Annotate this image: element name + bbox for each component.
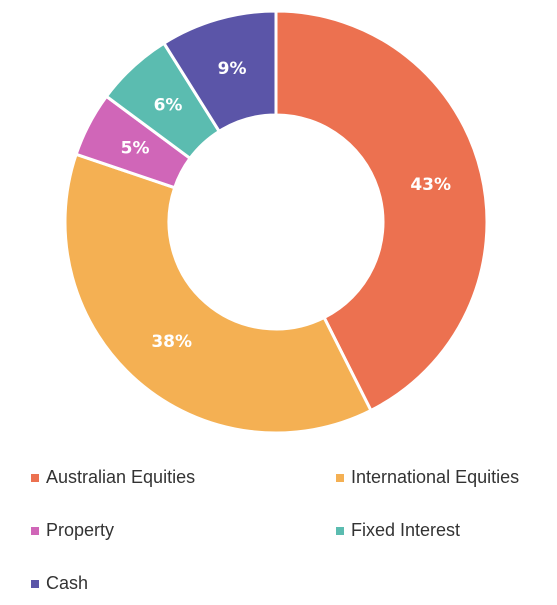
legend-label: International Equities bbox=[351, 467, 519, 487]
data-label: 6% bbox=[154, 95, 183, 115]
donut-segment bbox=[161, 9, 278, 134]
data-label: 9% bbox=[218, 59, 247, 79]
data-label: 43% bbox=[410, 175, 451, 195]
donut-segment bbox=[63, 152, 373, 435]
donut-segment bbox=[274, 9, 489, 413]
data-label: 5% bbox=[121, 138, 150, 158]
legend-marker bbox=[31, 474, 39, 482]
legend-label: Cash bbox=[46, 573, 88, 593]
legend-marker bbox=[31, 580, 39, 588]
legend-marker bbox=[31, 527, 39, 535]
legend-marker bbox=[336, 474, 344, 482]
legend-label: Australian Equities bbox=[46, 467, 195, 487]
legend-label: Property bbox=[46, 520, 114, 540]
legend-label: Fixed Interest bbox=[351, 520, 460, 540]
legend-marker bbox=[336, 527, 344, 535]
data-label: 38% bbox=[151, 332, 192, 352]
